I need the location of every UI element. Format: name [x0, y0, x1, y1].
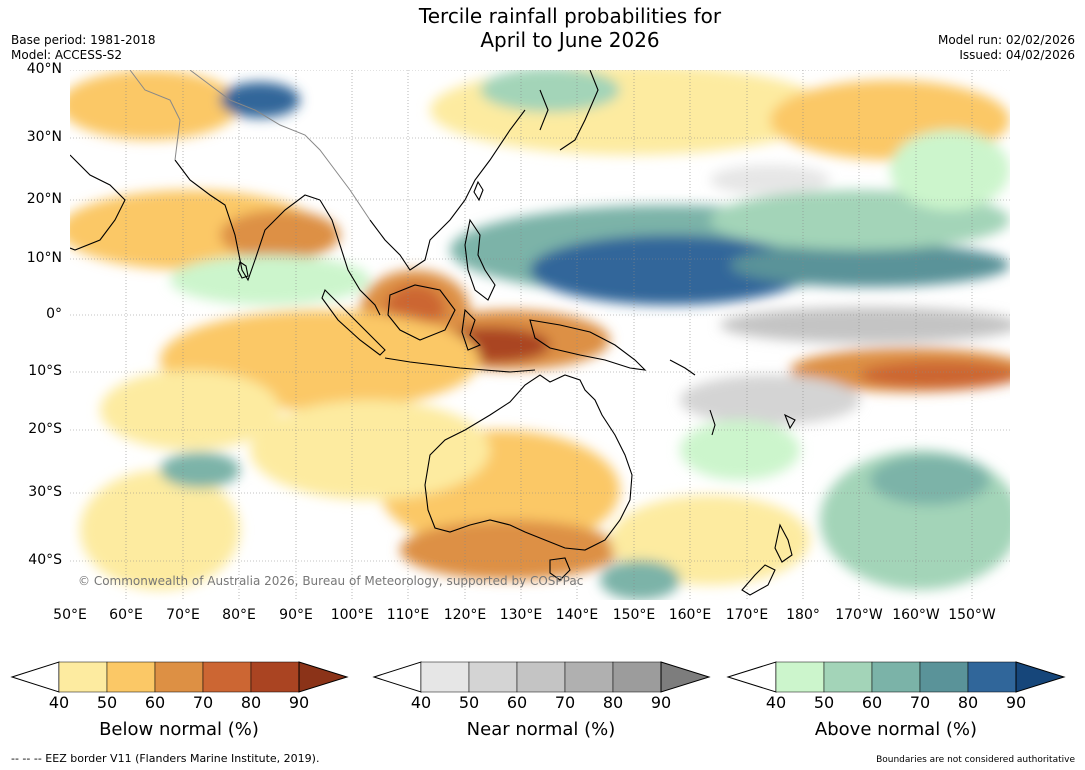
above-swatch-90 [1015, 661, 1066, 693]
lon-label-140e: 140°E [555, 607, 599, 623]
lon-label-80e: 80°E [222, 607, 256, 623]
lon-label-150w: 150°W [948, 607, 996, 623]
near-colorbar-min-extend [372, 661, 422, 693]
near-swatch-80 [612, 661, 662, 693]
title-line-1: Tercile rainfall probabilities for [418, 4, 722, 28]
map-title: Tercile rainfall probabilities for April… [300, 4, 840, 52]
graticule [70, 70, 1010, 600]
eez-border-note: -- -- -- EEZ border V11 (Flanders Marine… [11, 752, 320, 765]
issued-text: Issued: 04/02/2026 [959, 48, 1075, 62]
lat-label-20n: 20°N [26, 191, 62, 207]
above-tick-50: 50 [813, 693, 835, 712]
above-swatch-80 [967, 661, 1017, 693]
lat-label-10n: 10°N [26, 250, 62, 266]
near-swatch-50 [468, 661, 518, 693]
base-period-text: Base period: 1981-2018 [11, 33, 156, 47]
copyright-notice: © Commonwealth of Australia 2026, Bureau… [78, 574, 584, 588]
lon-label-150e: 150°E [612, 607, 656, 623]
coastlines [70, 70, 796, 596]
near-tick-90: 90 [650, 693, 672, 712]
above-tick-70: 70 [909, 693, 931, 712]
lat-label-30n: 30°N [26, 129, 62, 145]
above-colorbar-min-extend [726, 661, 777, 693]
model-text: Model: ACCESS-S2 [11, 48, 123, 62]
near-swatch-70 [564, 661, 614, 693]
near-swatch-90 [660, 661, 711, 693]
lat-label-0: 0° [46, 306, 62, 322]
lon-label-90e: 90°E [279, 607, 313, 623]
lon-label-170e: 170°E [725, 607, 769, 623]
above-tick-90: 90 [1005, 693, 1027, 712]
lon-label-50e: 50°E [53, 607, 87, 623]
below-tick-70: 70 [192, 693, 214, 712]
map-svg [70, 70, 1010, 600]
above-tick-40: 40 [765, 693, 787, 712]
lon-label-180: 180° [786, 607, 820, 623]
meta-right: Model run: 02/02/2026 Issued: 04/02/2026 [938, 33, 1075, 63]
below-tick-50: 50 [96, 693, 118, 712]
probability-fields [70, 70, 1010, 600]
title-line-2: April to June 2026 [480, 28, 660, 52]
above-tick-60: 60 [861, 693, 883, 712]
near-tick-80: 80 [602, 693, 624, 712]
below-swatch-80 [250, 661, 300, 693]
above-normal-title: Above normal (%) [814, 719, 978, 740]
rainfall-map: © Commonwealth of Australia 2026, Bureau… [70, 70, 1010, 600]
lon-label-170w: 170°W [835, 607, 883, 623]
above-swatch-70 [919, 661, 969, 693]
lon-label-160w: 160°W [892, 607, 940, 623]
above-swatch-50 [823, 661, 873, 693]
country-borders [129, 70, 371, 221]
near-tick-40: 40 [410, 693, 432, 712]
meta-left: Base period: 1981-2018 Model: ACCESS-S2 [11, 33, 156, 63]
lat-label-20s: 20°S [28, 421, 62, 437]
below-swatch-50 [106, 661, 156, 693]
lat-label-40s: 40°S [28, 552, 62, 568]
lat-label-40n: 40°N [26, 61, 62, 77]
lat-label-30s: 30°S [28, 484, 62, 500]
near-normal-title: Near normal (%) [466, 719, 616, 740]
lon-label-100e: 100°E [330, 607, 374, 623]
above-tick-80: 80 [957, 693, 979, 712]
boundaries-disclaimer: Boundaries are not considered authoritat… [876, 755, 1075, 765]
above-swatch-60 [871, 661, 921, 693]
below-swatch-40 [58, 661, 108, 693]
model-run-text: Model run: 02/02/2026 [937, 33, 1075, 47]
below-normal-title: Below normal (%) [99, 719, 259, 740]
lon-label-110e: 110°E [386, 607, 430, 623]
above-swatch-40 [775, 661, 825, 693]
below-tick-90: 90 [288, 693, 310, 712]
lon-label-120e: 120°E [443, 607, 487, 623]
below-tick-60: 60 [144, 693, 166, 712]
lon-label-160e: 160°E [668, 607, 712, 623]
lon-label-70e: 70°E [166, 607, 200, 623]
lat-label-10s: 10°S [28, 363, 62, 379]
colorbars-svg [10, 661, 1066, 693]
lon-label-60e: 60°E [109, 607, 143, 623]
below-colorbar-min-extend [10, 661, 60, 693]
below-swatch-60 [154, 661, 204, 693]
near-swatch-40 [420, 661, 470, 693]
below-swatch-90 [298, 661, 349, 693]
below-tick-40: 40 [48, 693, 70, 712]
near-tick-50: 50 [458, 693, 480, 712]
near-tick-70: 70 [554, 693, 576, 712]
near-tick-60: 60 [506, 693, 528, 712]
near-swatch-60 [516, 661, 566, 693]
lon-label-130e: 130°E [499, 607, 543, 623]
below-swatch-70 [202, 661, 252, 693]
below-tick-80: 80 [240, 693, 262, 712]
